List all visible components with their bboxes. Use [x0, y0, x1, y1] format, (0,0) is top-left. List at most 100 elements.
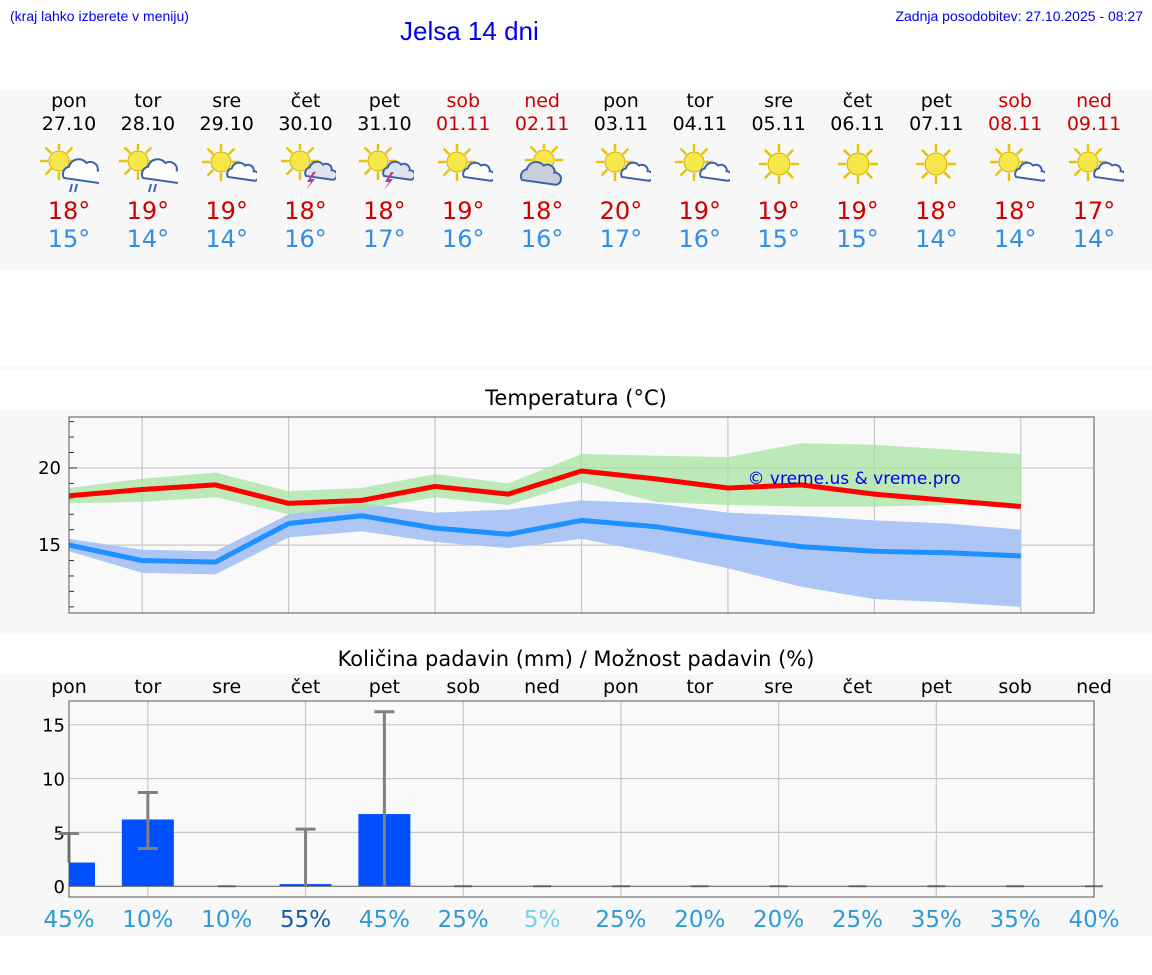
day-label: pet — [369, 676, 400, 698]
min-temperature: 16° — [441, 225, 485, 253]
precipitation-chart-title: Količina padavin (mm) / Možnost padavin … — [337, 647, 815, 671]
day-date: 29.10 — [199, 113, 254, 135]
max-temperature: 19° — [441, 197, 485, 225]
sun-small-cloud-icon — [989, 144, 1046, 182]
max-temperature: 18° — [520, 197, 564, 225]
day-date: 09.11 — [1066, 113, 1122, 135]
precipitation-probability: 5% — [524, 907, 561, 933]
day-date: 03.11 — [593, 113, 649, 135]
y-tick-label: 10 — [42, 770, 65, 791]
day-column: sre 05.11 19° 15° — [740, 90, 818, 254]
day-name: čet — [290, 90, 321, 112]
y-tick-label: 0 — [54, 877, 65, 898]
page-title: Jelsa 14 dni — [400, 16, 539, 46]
max-temperature: 18° — [993, 197, 1037, 225]
day-column: tor 04.11 19° 16° — [661, 90, 739, 254]
precipitation-probability: 25% — [832, 907, 883, 933]
max-temperature: 17° — [1072, 197, 1116, 225]
day-column: čet 06.11 19° 15° — [819, 90, 897, 254]
sun-small-cloud-icon — [438, 144, 494, 182]
day-name: čet — [842, 90, 873, 112]
day-name: ned — [1076, 90, 1112, 112]
max-temperature: 19° — [836, 197, 879, 225]
day-date: 08.11 — [987, 113, 1043, 135]
temperature-chart-title: Temperatura (°C) — [485, 386, 667, 410]
min-temperature: 14° — [126, 225, 170, 253]
precipitation-probability: 40% — [1068, 907, 1119, 933]
day-name: sob — [998, 90, 1032, 112]
day-label: tor — [134, 676, 161, 698]
day-label: sre — [764, 676, 793, 698]
day-date: 05.11 — [751, 113, 806, 135]
precipitation-probability: 20% — [674, 907, 725, 933]
day-column: sre 29.10 19° 14° — [188, 90, 266, 254]
max-temperature: 18° — [915, 197, 958, 225]
plot-frame — [68, 416, 1095, 614]
sun-small-cloud-icon — [1068, 144, 1125, 182]
day-column: ned 02.11 18° 16° — [503, 90, 581, 254]
day-date: 31.10 — [357, 113, 412, 135]
precipitation-probability: 10% — [122, 907, 173, 933]
day-label: čet — [291, 676, 321, 698]
sun-small-cloud-icon — [201, 144, 257, 182]
max-temperature: 20° — [599, 197, 643, 225]
precipitation-probability: 35% — [911, 907, 962, 933]
location-menu-hint[interactable]: (kraj lahko izberete v meniju) — [10, 8, 189, 24]
precipitation-probability: 45% — [43, 907, 94, 933]
min-temperature: 17° — [363, 225, 406, 253]
day-column: čet 30.10 18° 16° — [267, 90, 345, 254]
day-name: pet — [368, 90, 400, 112]
day-label: pon — [603, 676, 639, 698]
day-name: ned — [524, 90, 560, 112]
day-column: ned 09.11 17° 14° — [1055, 90, 1133, 254]
sun-small-cloud-icon — [674, 144, 730, 182]
day-label: pet — [921, 676, 952, 698]
day-column: pet 31.10 18° 17° — [345, 90, 423, 254]
day-date: 27.10 — [41, 113, 97, 135]
day-date: 30.10 — [278, 113, 333, 135]
min-temperature-band — [69, 500, 1021, 607]
day-date: 06.11 — [830, 113, 885, 135]
min-temperature: 16° — [520, 225, 564, 253]
max-temperature: 19° — [757, 197, 800, 225]
max-temperature: 19° — [678, 197, 722, 225]
day-column: pon 03.11 20° 17° — [582, 90, 660, 254]
day-name: sob — [446, 90, 481, 112]
sun-thunder-icon — [280, 144, 336, 190]
sun-icon — [916, 144, 957, 185]
plot-area — [69, 701, 1094, 897]
day-name: tor — [686, 90, 714, 112]
min-temperature: 17° — [599, 225, 643, 253]
precipitation-probability: 10% — [201, 907, 252, 933]
precipitation-probability: 35% — [990, 907, 1041, 933]
max-temperature: 18° — [284, 197, 327, 225]
min-temperature: 14° — [1072, 225, 1116, 253]
day-name: pon — [51, 90, 87, 112]
y-tick-label: 15 — [42, 716, 65, 737]
max-temperature-line — [68, 468, 1022, 510]
min-temperature: 14° — [993, 225, 1037, 253]
max-temperature: 19° — [126, 197, 170, 225]
min-temperature: 16° — [678, 225, 722, 253]
day-date: 28.10 — [120, 113, 176, 135]
day-column: sob 08.11 18° 14° — [976, 90, 1054, 254]
min-temperature: 15° — [757, 225, 800, 253]
plot-frame — [68, 700, 1095, 898]
precipitation-probability: 55% — [280, 907, 331, 933]
day-label: čet — [843, 676, 873, 698]
temperature-chart: 15 20 © vreme.us & vreme.pro — [38, 416, 1095, 614]
sun-small-cloud-icon — [595, 144, 651, 182]
precipitation-probability: 25% — [595, 907, 646, 933]
min-temperature: 15° — [836, 225, 879, 253]
min-temperature-line — [68, 513, 1021, 565]
day-name: pon — [603, 90, 639, 112]
day-name: sre — [212, 90, 242, 112]
day-name: pet — [920, 90, 952, 112]
max-temperature: 18° — [47, 197, 91, 225]
day-date: 07.11 — [909, 113, 964, 135]
precipitation-probability: 20% — [753, 907, 804, 933]
max-temperature: 19° — [205, 197, 248, 225]
day-label: ned — [524, 676, 560, 698]
sun-icon — [837, 144, 878, 185]
day-date: 04.11 — [672, 113, 727, 135]
